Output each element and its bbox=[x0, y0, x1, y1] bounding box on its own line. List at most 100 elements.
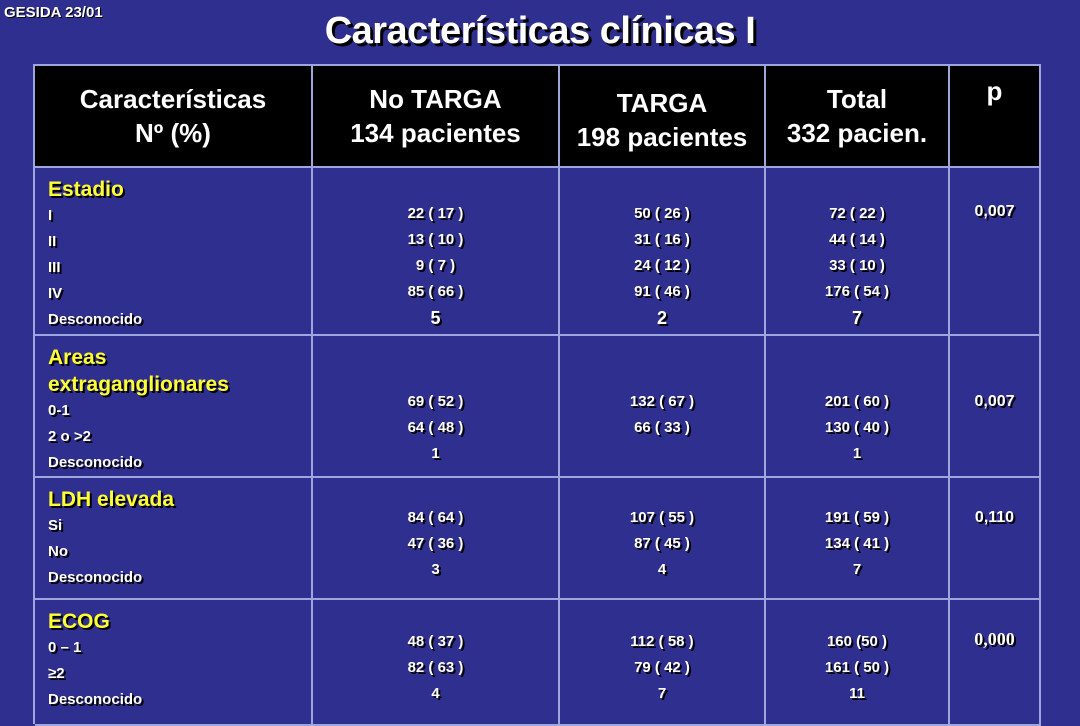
total-values: 191 ( 59 ) 134 ( 41 ) 7 bbox=[766, 478, 950, 600]
value: 24 ( 12 ) bbox=[634, 257, 690, 274]
value: 64 ( 48 ) bbox=[407, 419, 464, 436]
item-label: 0 – 1 bbox=[48, 639, 82, 656]
no-targa-values: 48 ( 37 ) 82 ( 63 ) 4 bbox=[313, 600, 560, 726]
value: 31 ( 16 ) bbox=[634, 231, 690, 248]
item-label: IV bbox=[48, 285, 63, 302]
value: 82 ( 63 ) bbox=[407, 659, 464, 676]
value: 4 bbox=[431, 685, 440, 702]
value: 11 bbox=[849, 685, 865, 702]
p-value-text: 0,007 bbox=[974, 203, 1015, 220]
header-text: 332 pacien. bbox=[786, 118, 928, 148]
category-label: extraganglionares bbox=[48, 373, 229, 396]
item-label: Desconocido bbox=[48, 311, 143, 328]
header-total: Total 332 pacien. bbox=[766, 66, 950, 168]
p-value: 0,007 bbox=[950, 168, 1041, 336]
p-value: 0,110 bbox=[950, 478, 1041, 600]
item-label: Desconocido bbox=[48, 569, 143, 586]
header-text: Nº (%) bbox=[135, 118, 211, 148]
targa-values: 50 ( 26 ) 31 ( 16 ) 24 ( 12 ) 91 ( 46 ) … bbox=[560, 168, 766, 336]
row-label-cell: ECOG 0 – 1 ≥2 Desconocido bbox=[35, 600, 313, 726]
targa-values: 107 ( 55 ) 87 ( 45 ) 4 bbox=[560, 478, 766, 600]
header-characteristics: Características Nº (%) bbox=[35, 66, 313, 168]
characteristics-table: Características Nº (%) No TARGA 134 paci… bbox=[33, 64, 1041, 726]
value: 2 bbox=[656, 308, 667, 328]
value: 50 ( 26 ) bbox=[634, 205, 690, 222]
table-row-estadio: Estadio I II III IV Desconocido 22 ( 17 … bbox=[35, 168, 1041, 336]
item-label: I bbox=[48, 207, 53, 224]
value: 33 ( 10 ) bbox=[829, 257, 885, 274]
table-row-ecog: ECOG 0 – 1 ≥2 Desconocido 48 ( 37 ) 82 (… bbox=[35, 600, 1041, 726]
item-label: Desconocido bbox=[48, 454, 143, 471]
value: 44 ( 14 ) bbox=[829, 231, 885, 248]
value: 1 bbox=[852, 445, 862, 462]
value: 48 ( 37 ) bbox=[407, 633, 464, 650]
item-label: Si bbox=[48, 517, 63, 534]
header-text: Total bbox=[826, 84, 888, 114]
header-text: 198 pacientes bbox=[576, 122, 748, 152]
value: 107 ( 55 ) bbox=[629, 509, 695, 526]
item-label: 2 o >2 bbox=[48, 428, 91, 445]
total-values: 160 (50 ) 161 ( 50 ) 11 bbox=[766, 600, 950, 726]
total-values: 72 ( 22 ) 44 ( 14 ) 33 ( 10 ) 176 ( 54 )… bbox=[766, 168, 950, 336]
value: 160 (50 ) bbox=[826, 633, 888, 650]
p-value-text: 0,007 bbox=[974, 393, 1015, 410]
row-label-cell: Areas extraganglionares 0-1 2 o >2 Desco… bbox=[35, 336, 313, 478]
table-header-row: Características Nº (%) No TARGA 134 paci… bbox=[35, 66, 1041, 168]
slide-title: Características clínicas I bbox=[324, 10, 756, 52]
header-p: p bbox=[950, 66, 1041, 168]
no-targa-values: 84 ( 64 ) 47 ( 36 ) 3 bbox=[313, 478, 560, 600]
value: 4 bbox=[657, 561, 667, 578]
header-text: Características bbox=[79, 84, 267, 114]
category-label: ECOG bbox=[48, 610, 110, 633]
value: 72 ( 22 ) bbox=[829, 205, 885, 222]
row-label-cell: Estadio I II III IV Desconocido bbox=[35, 168, 313, 336]
value: 3 bbox=[431, 561, 440, 578]
value: 79 ( 42 ) bbox=[634, 659, 690, 676]
value: 132 ( 67 ) bbox=[629, 393, 695, 410]
header-targa: TARGA 198 pacientes bbox=[560, 66, 766, 168]
no-targa-values: 69 ( 52 ) 64 ( 48 ) 1 bbox=[313, 336, 560, 478]
item-label: No bbox=[48, 543, 68, 560]
item-label: 0-1 bbox=[48, 402, 70, 419]
total-values: 201 ( 60 ) 130 ( 40 ) 1 bbox=[766, 336, 950, 478]
value: 134 ( 41 ) bbox=[824, 535, 890, 552]
value: 22 ( 17 ) bbox=[407, 205, 464, 222]
value: 66 ( 33 ) bbox=[634, 419, 690, 436]
value: 85 ( 66 ) bbox=[407, 283, 464, 300]
value: 69 ( 52 ) bbox=[407, 393, 464, 410]
value: 7 bbox=[852, 561, 862, 578]
value: 7 bbox=[657, 685, 667, 702]
value: 13 ( 10 ) bbox=[407, 231, 464, 248]
table-row-areas: Areas extraganglionares 0-1 2 o >2 Desco… bbox=[35, 336, 1041, 478]
header-text: No TARGA bbox=[369, 84, 502, 114]
targa-values: 112 ( 58 ) 79 ( 42 ) 7 bbox=[560, 600, 766, 726]
item-label: ≥2 bbox=[48, 665, 65, 682]
value: 5 bbox=[430, 308, 441, 328]
item-label: Desconocido bbox=[48, 691, 143, 708]
value: 84 ( 64 ) bbox=[407, 509, 464, 526]
table-row-ldh: LDH elevada Si No Desconocido 84 ( 64 ) … bbox=[35, 478, 1041, 600]
value: 9 ( 7 ) bbox=[415, 257, 456, 274]
value: 7 bbox=[851, 308, 862, 328]
p-value-text: 0,110 bbox=[974, 509, 1015, 526]
targa-values: 132 ( 67 ) 66 ( 33 ) bbox=[560, 336, 766, 478]
value: 47 ( 36 ) bbox=[407, 535, 464, 552]
value: 87 ( 45 ) bbox=[634, 535, 690, 552]
slide-tag: GESIDA 23/01 bbox=[4, 4, 103, 21]
category-label: Areas bbox=[48, 346, 107, 369]
header-text: TARGA bbox=[616, 88, 708, 118]
category-label: LDH elevada bbox=[48, 488, 175, 511]
value: 112 ( 58 ) bbox=[630, 633, 694, 650]
row-label-cell: LDH elevada Si No Desconocido bbox=[35, 478, 313, 600]
p-value-text: 0,000 bbox=[974, 629, 1015, 649]
value: 91 ( 46 ) bbox=[634, 283, 690, 300]
p-value: 0,007 bbox=[950, 336, 1041, 478]
no-targa-values: 22 ( 17 ) 13 ( 10 ) 9 ( 7 ) 85 ( 66 ) 5 bbox=[313, 168, 560, 336]
header-no-targa: No TARGA 134 pacientes bbox=[313, 66, 560, 168]
item-label: III bbox=[48, 259, 61, 276]
value: 161 ( 50 ) bbox=[824, 659, 890, 676]
value: 130 ( 40 ) bbox=[824, 419, 890, 436]
header-text: p bbox=[986, 76, 1003, 106]
header-text: 134 pacientes bbox=[350, 118, 521, 148]
value: 201 ( 60 ) bbox=[824, 393, 890, 410]
